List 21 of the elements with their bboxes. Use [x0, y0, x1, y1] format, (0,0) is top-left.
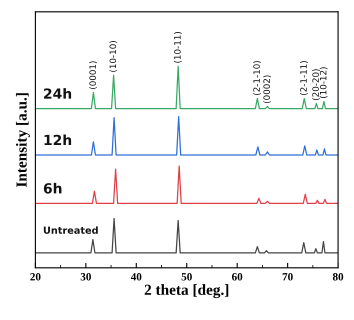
series-label: 6h: [44, 182, 62, 194]
x-tick-label: 80: [332, 273, 344, 281]
annotation: (10-10): [109, 41, 118, 72]
x-tick-label: 20: [30, 273, 41, 281]
annotation: (20-20): [312, 69, 320, 100]
series-label: 24h: [44, 88, 72, 99]
series-label: Untreated: [44, 226, 98, 234]
x-axis-title: 2 theta [deg.]: [144, 284, 228, 298]
x-tick-label: 40: [130, 273, 142, 281]
x-tick-label: 50: [182, 273, 192, 281]
y-axis-title: Intensity [a.u.]: [16, 93, 30, 188]
annotation: (2-1-11): [300, 61, 308, 95]
annotation: (0001): [89, 61, 97, 89]
annotation: (0002): [263, 75, 272, 104]
x-tick-label: 70: [282, 273, 293, 281]
annotation: (2-1-10): [253, 61, 261, 95]
annotation: (10-11): [174, 32, 182, 63]
x-tick-label: 60: [232, 273, 242, 281]
annotation: (10-12): [320, 67, 328, 98]
series-label: 12h: [44, 134, 72, 146]
x-tick-label: 30: [80, 273, 91, 281]
